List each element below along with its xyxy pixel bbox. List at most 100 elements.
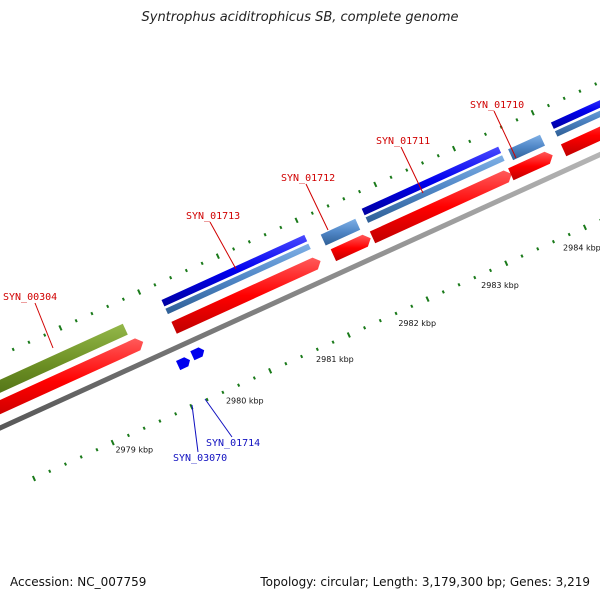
tick-outer-19	[279, 225, 283, 230]
tick-inner-1	[48, 469, 52, 474]
tick-inner-29	[488, 268, 493, 273]
tick-inner-15	[268, 367, 273, 374]
tick-inner-30	[504, 260, 509, 267]
tick-outer-39	[594, 82, 598, 86]
tick-outer-21	[310, 211, 314, 215]
tick-outer-16	[232, 247, 236, 251]
backbone-line	[0, 151, 600, 431]
scale-label: 2982 kbp	[398, 319, 436, 328]
cds-red-0	[0, 338, 144, 415]
accession-text: Accession: NC_007759	[10, 575, 147, 589]
tick-inner-6	[126, 433, 130, 438]
gene-steelblue-4	[554, 110, 600, 137]
scale-label: 2980 kbp	[226, 396, 264, 405]
tick-inner-3	[79, 455, 83, 459]
tick-outer-27	[405, 168, 409, 172]
tick-inner-5	[110, 439, 115, 446]
tick-inner-31	[520, 254, 524, 258]
tick-outer-29	[436, 153, 440, 158]
tick-outer-22	[326, 204, 330, 208]
tick-outer-3	[27, 340, 31, 345]
cds-red-1	[171, 257, 321, 334]
tick-outer-6	[74, 318, 78, 323]
leader-line	[191, 404, 199, 453]
tick-outer-7	[90, 311, 94, 316]
tick-outer-18	[263, 232, 267, 237]
tick-inner-25	[425, 296, 430, 302]
cds-red-3	[369, 170, 512, 244]
tick-inner-11	[205, 397, 209, 402]
leader-line	[493, 110, 517, 159]
tick-outer-10	[137, 289, 142, 295]
scale-label: 2984 kbp	[563, 244, 600, 253]
gene-syn01714-arrow	[190, 347, 205, 361]
tick-inner-16	[284, 361, 288, 366]
tick-inner-32	[536, 247, 540, 251]
leader-line	[34, 302, 54, 349]
gene-steelblue-0	[165, 243, 311, 315]
scale-label: 2983 kbp	[481, 281, 519, 290]
tick-outer-36	[546, 103, 550, 108]
tick-inner-14	[252, 376, 256, 380]
tick-outer-15	[215, 253, 220, 260]
tick-inner-2	[63, 462, 67, 466]
gene-label: SYN_01714	[206, 438, 260, 449]
tick-outer-34	[515, 118, 519, 122]
tick-outer-32	[483, 132, 488, 137]
tick-inner-7	[142, 426, 146, 431]
tick-outer-38	[578, 89, 582, 93]
cds-red-4	[508, 151, 553, 181]
tick-inner-8	[158, 419, 162, 423]
gene-blue-1	[361, 146, 502, 216]
tick-inner-0	[31, 475, 37, 482]
cds-red-2	[330, 234, 371, 262]
scale-label: 2979 kbp	[115, 446, 153, 455]
scale-label: 2981 kbp	[316, 355, 354, 364]
tick-inner-12	[221, 390, 225, 395]
tick-inner-33	[551, 239, 556, 244]
tick-outer-14	[200, 261, 204, 266]
gene-blue-0	[161, 234, 308, 307]
gene-label: SYN_01710	[470, 100, 524, 111]
gene-olive	[0, 323, 128, 393]
gene-label: SYN_01711	[376, 136, 430, 147]
tick-outer-23	[342, 197, 346, 201]
tick-outer-12	[169, 275, 173, 280]
tick-outer-20	[294, 217, 299, 224]
gene-label: SYN_03070	[173, 453, 227, 464]
genome-summary-text: Topology: circular; Length: 3,179,300 bp…	[260, 575, 590, 589]
tick-inner-20	[346, 332, 351, 338]
tick-outer-35	[530, 109, 535, 116]
tick-outer-26	[389, 175, 393, 180]
tick-outer-28	[420, 161, 425, 165]
tick-inner-26	[441, 290, 445, 294]
gene-steelblue-2	[365, 155, 505, 223]
tick-inner-28	[473, 275, 477, 280]
tick-inner-9	[174, 412, 178, 416]
leader-line	[400, 146, 424, 194]
map-title: Syntrophus aciditrophicus SB, complete g…	[141, 10, 459, 25]
tick-outer-11	[153, 283, 157, 287]
gene-label: SYN_01713	[186, 211, 240, 222]
gene-label: SYN_00304	[3, 292, 57, 303]
gene-syn03070-arrow	[176, 357, 190, 371]
tick-inner-35	[582, 224, 587, 231]
leader-line	[209, 221, 237, 270]
tick-outer-24	[358, 189, 362, 194]
tick-outer-5	[58, 325, 63, 331]
tick-inner-13	[237, 383, 241, 387]
leader-line	[305, 183, 329, 231]
tick-outer-25	[373, 181, 378, 188]
tick-outer-30	[451, 145, 457, 152]
tick-outer-37	[562, 96, 566, 101]
tick-inner-21	[363, 326, 367, 330]
gene-steelblue-1	[320, 218, 361, 246]
gene-label: SYN_01712	[281, 173, 335, 184]
tick-outer-8	[106, 304, 110, 309]
tick-inner-19	[331, 340, 335, 344]
gene-steelblue-3	[508, 134, 545, 161]
tick-inner-34	[567, 232, 571, 237]
cds-red-5	[560, 126, 600, 157]
tick-outer-13	[184, 268, 188, 273]
